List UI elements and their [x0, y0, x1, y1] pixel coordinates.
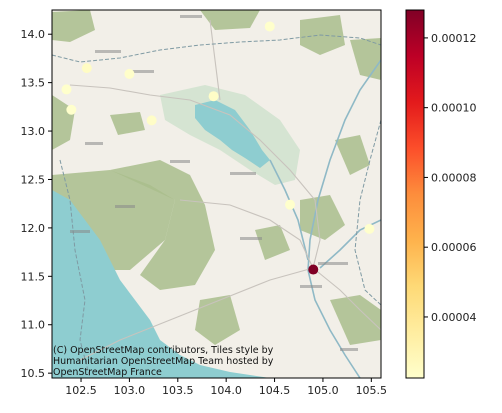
data-points: [61, 21, 375, 275]
colorbar-axis: 0.00004 0.00006 0.00008 0.00010 0.00012: [424, 32, 477, 324]
y-axis: 10.5 11.0 11.5 12.0 12.5 13.0 13.5 14.0: [21, 28, 52, 380]
basemap-borders: [52, 34, 381, 378]
map-area: (C) OpenStreetMap contributors, Tiles st…: [52, 10, 381, 378]
data-point-4: [124, 68, 135, 79]
x-tick-label: 105.0: [307, 384, 339, 397]
colorbar: [405, 9, 425, 379]
y-tick-label: 14.0: [21, 28, 46, 41]
x-tick-label: 105.5: [356, 384, 388, 397]
y-tick-label: 13.0: [21, 125, 46, 138]
colorbar-tick-label: 0.00004: [431, 311, 477, 324]
x-axis: 102.5 103.0 103.5 104.0 104.5 105.0 105.5: [65, 378, 387, 397]
data-point-7: [264, 21, 275, 32]
colorbar-tick-label: 0.00008: [431, 171, 477, 184]
x-tick-label: 103.0: [114, 384, 146, 397]
colorbar-tick-label: 0.00012: [431, 32, 477, 45]
x-tick-label: 102.5: [65, 384, 97, 397]
x-tick-label: 103.5: [162, 384, 194, 397]
data-point-2: [66, 104, 77, 115]
gulf-of-thailand: [52, 190, 270, 378]
y-tick-label: 10.5: [21, 367, 46, 380]
attribution-line-3: OpenStreetMap France: [53, 367, 162, 378]
attribution-line-1: (C) OpenStreetMap contributors, Tiles st…: [53, 345, 274, 356]
y-tick-label: 13.5: [21, 77, 46, 90]
data-point-9: [364, 223, 375, 234]
tonle-sap-lake: [195, 100, 270, 168]
y-tick-label: 12.0: [21, 222, 46, 235]
basemap-place-labels: [70, 15, 358, 351]
data-point-3: [81, 63, 92, 74]
colorbar-tick-label: 0.00006: [431, 241, 477, 254]
colorbar-tick-label: 0.00010: [431, 102, 477, 115]
attribution-line-2: Humanitarian OpenStreetMap Team hosted b…: [53, 356, 274, 367]
data-point-8: [285, 199, 296, 210]
y-tick-label: 11.5: [21, 270, 46, 283]
data-point-1: [61, 84, 72, 95]
data-point-5: [146, 115, 157, 126]
y-tick-label: 11.0: [21, 319, 46, 332]
x-tick-label: 104.0: [210, 384, 242, 397]
y-tick-label: 12.5: [21, 173, 46, 186]
plot-frame: [51, 9, 382, 379]
data-point-6: [208, 91, 219, 102]
x-tick-label: 104.5: [259, 384, 291, 397]
data-point-10: [308, 264, 319, 275]
basemap-roads: [69, 19, 381, 361]
